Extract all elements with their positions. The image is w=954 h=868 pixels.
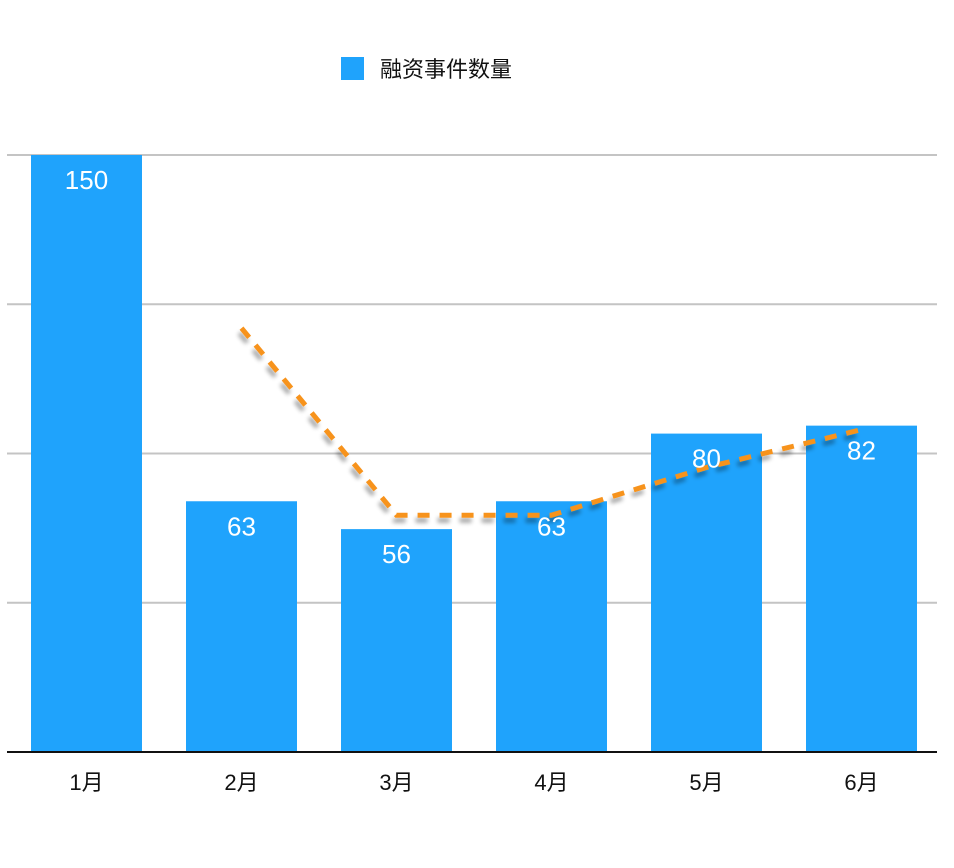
data-labels: 150 63 56 63 80 82 xyxy=(65,165,876,569)
x-tick-label: 6月 xyxy=(844,770,878,795)
bar-1月 xyxy=(31,155,142,752)
bar-value-label: 56 xyxy=(382,539,411,569)
bar-value-label: 150 xyxy=(65,165,108,195)
legend-label: 融资事件数量 xyxy=(380,58,513,83)
bar-series xyxy=(31,155,917,752)
x-tick-label: 1月 xyxy=(69,770,103,795)
x-tick-label: 2月 xyxy=(224,770,258,795)
bar-value-label: 82 xyxy=(847,436,876,466)
x-tick-label: 4月 xyxy=(534,770,568,795)
bar-value-label: 63 xyxy=(227,511,256,541)
x-tick-label: 3月 xyxy=(379,770,413,795)
bar-5月 xyxy=(651,433,762,752)
legend: 融资事件数量 xyxy=(341,55,513,83)
legend-swatch-icon xyxy=(341,56,364,80)
x-axis-tick-labels: 1月 2月 3月 4月 5月 6月 xyxy=(69,770,878,795)
bar-2月 xyxy=(186,501,297,752)
trendline xyxy=(239,326,863,518)
bar-value-label: 63 xyxy=(537,511,566,541)
x-tick-label: 5月 xyxy=(689,770,723,795)
bar-6月 xyxy=(806,425,917,752)
bar-3月 xyxy=(341,529,452,752)
bar-value-label: 80 xyxy=(692,444,721,474)
trendline-series xyxy=(239,326,863,518)
bar-4月 xyxy=(496,501,607,752)
gridlines xyxy=(7,154,937,604)
